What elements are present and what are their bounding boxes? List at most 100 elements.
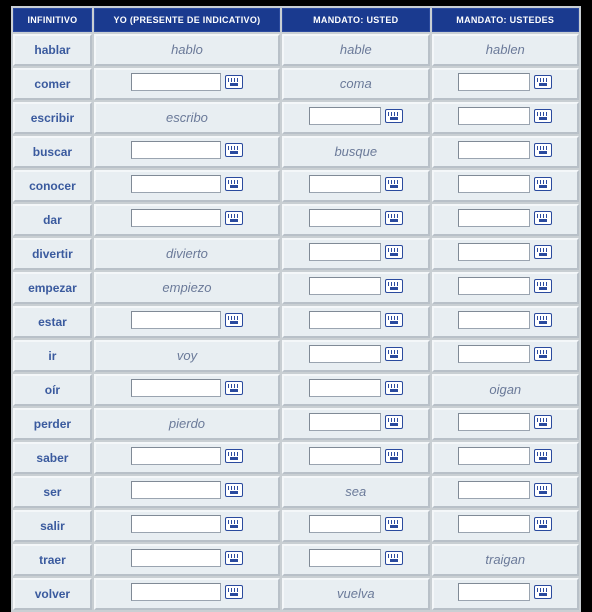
keyboard-icon[interactable] <box>385 449 403 463</box>
keyboard-icon[interactable] <box>534 585 552 599</box>
text-input[interactable] <box>458 243 530 261</box>
keyboard-icon[interactable] <box>385 517 403 531</box>
keyboard-icon[interactable] <box>225 517 243 531</box>
text-input[interactable] <box>458 277 530 295</box>
infinitive-cell: volver <box>13 578 92 610</box>
text-input[interactable] <box>309 311 381 329</box>
text-input[interactable] <box>309 345 381 363</box>
keyboard-icon[interactable] <box>385 279 403 293</box>
text-input[interactable] <box>458 583 530 601</box>
keyboard-icon[interactable] <box>385 313 403 327</box>
answer-text: divierto <box>166 246 208 261</box>
keyboard-icon[interactable] <box>225 177 243 191</box>
text-input[interactable] <box>131 209 221 227</box>
text-input[interactable] <box>131 549 221 567</box>
keyboard-icon[interactable] <box>225 75 243 89</box>
text-input[interactable] <box>458 345 530 363</box>
text-input[interactable] <box>458 413 530 431</box>
infinitive-cell: empezar <box>13 272 92 304</box>
text-input[interactable] <box>131 515 221 533</box>
table-body: hablarhablohablehablencomercomaescribire… <box>13 34 579 610</box>
header-infinitivo: INFINITIVO <box>13 8 92 32</box>
keyboard-icon[interactable] <box>534 483 552 497</box>
keyboard-icon[interactable] <box>385 245 403 259</box>
keyboard-icon[interactable] <box>225 143 243 157</box>
table-cell: traigan <box>432 544 579 576</box>
keyboard-icon[interactable] <box>225 483 243 497</box>
keyboard-icon[interactable] <box>225 313 243 327</box>
infinitive-cell: ir <box>13 340 92 372</box>
table-cell: vuelva <box>282 578 429 610</box>
infinitive-cell: comer <box>13 68 92 100</box>
text-input[interactable] <box>458 141 530 159</box>
keyboard-icon[interactable] <box>534 177 552 191</box>
keyboard-icon[interactable] <box>385 347 403 361</box>
table-cell <box>432 510 579 542</box>
keyboard-icon[interactable] <box>225 211 243 225</box>
text-input[interactable] <box>131 379 221 397</box>
text-input[interactable] <box>131 141 221 159</box>
text-input[interactable] <box>458 311 530 329</box>
text-input[interactable] <box>458 481 530 499</box>
infinitive-cell: buscar <box>13 136 92 168</box>
keyboard-icon[interactable] <box>225 449 243 463</box>
text-input[interactable] <box>309 379 381 397</box>
text-input[interactable] <box>131 583 221 601</box>
keyboard-icon[interactable] <box>534 109 552 123</box>
text-input[interactable] <box>458 107 530 125</box>
keyboard-icon[interactable] <box>385 109 403 123</box>
keyboard-icon[interactable] <box>534 347 552 361</box>
table-row: saber <box>13 442 579 474</box>
input-group <box>309 549 403 567</box>
infinitive-cell: ser <box>13 476 92 508</box>
text-input[interactable] <box>309 209 381 227</box>
header-ustedes: MANDATO: USTEDES <box>432 8 579 32</box>
keyboard-icon[interactable] <box>385 211 403 225</box>
infinitive-cell: divertir <box>13 238 92 270</box>
keyboard-icon[interactable] <box>534 449 552 463</box>
keyboard-icon[interactable] <box>534 211 552 225</box>
text-input[interactable] <box>458 73 530 91</box>
text-input[interactable] <box>309 515 381 533</box>
text-input[interactable] <box>309 107 381 125</box>
keyboard-icon[interactable] <box>385 381 403 395</box>
text-input[interactable] <box>131 311 221 329</box>
text-input[interactable] <box>458 209 530 227</box>
text-input[interactable] <box>309 243 381 261</box>
text-input[interactable] <box>131 481 221 499</box>
text-input[interactable] <box>458 447 530 465</box>
keyboard-icon[interactable] <box>385 551 403 565</box>
table-row: dar <box>13 204 579 236</box>
keyboard-icon[interactable] <box>534 75 552 89</box>
text-input[interactable] <box>309 277 381 295</box>
text-input[interactable] <box>131 73 221 91</box>
text-input[interactable] <box>458 175 530 193</box>
table-cell <box>94 510 280 542</box>
infinitive-cell: dar <box>13 204 92 236</box>
input-group <box>458 209 552 227</box>
text-input[interactable] <box>309 413 381 431</box>
table-cell: divierto <box>94 238 280 270</box>
text-input[interactable] <box>131 447 221 465</box>
keyboard-icon[interactable] <box>225 551 243 565</box>
keyboard-icon[interactable] <box>534 143 552 157</box>
keyboard-icon[interactable] <box>385 177 403 191</box>
keyboard-icon[interactable] <box>534 517 552 531</box>
text-input[interactable] <box>131 175 221 193</box>
text-input[interactable] <box>458 515 530 533</box>
keyboard-icon[interactable] <box>534 245 552 259</box>
text-input[interactable] <box>309 549 381 567</box>
text-input[interactable] <box>309 447 381 465</box>
keyboard-icon[interactable] <box>534 279 552 293</box>
keyboard-icon[interactable] <box>385 415 403 429</box>
table-cell: voy <box>94 340 280 372</box>
answer-text: hablo <box>171 42 203 57</box>
infinitive-cell: estar <box>13 306 92 338</box>
text-input[interactable] <box>309 175 381 193</box>
keyboard-icon[interactable] <box>225 381 243 395</box>
keyboard-icon[interactable] <box>534 313 552 327</box>
table-cell: empiezo <box>94 272 280 304</box>
keyboard-icon[interactable] <box>225 585 243 599</box>
keyboard-icon[interactable] <box>534 415 552 429</box>
input-group <box>458 73 552 91</box>
